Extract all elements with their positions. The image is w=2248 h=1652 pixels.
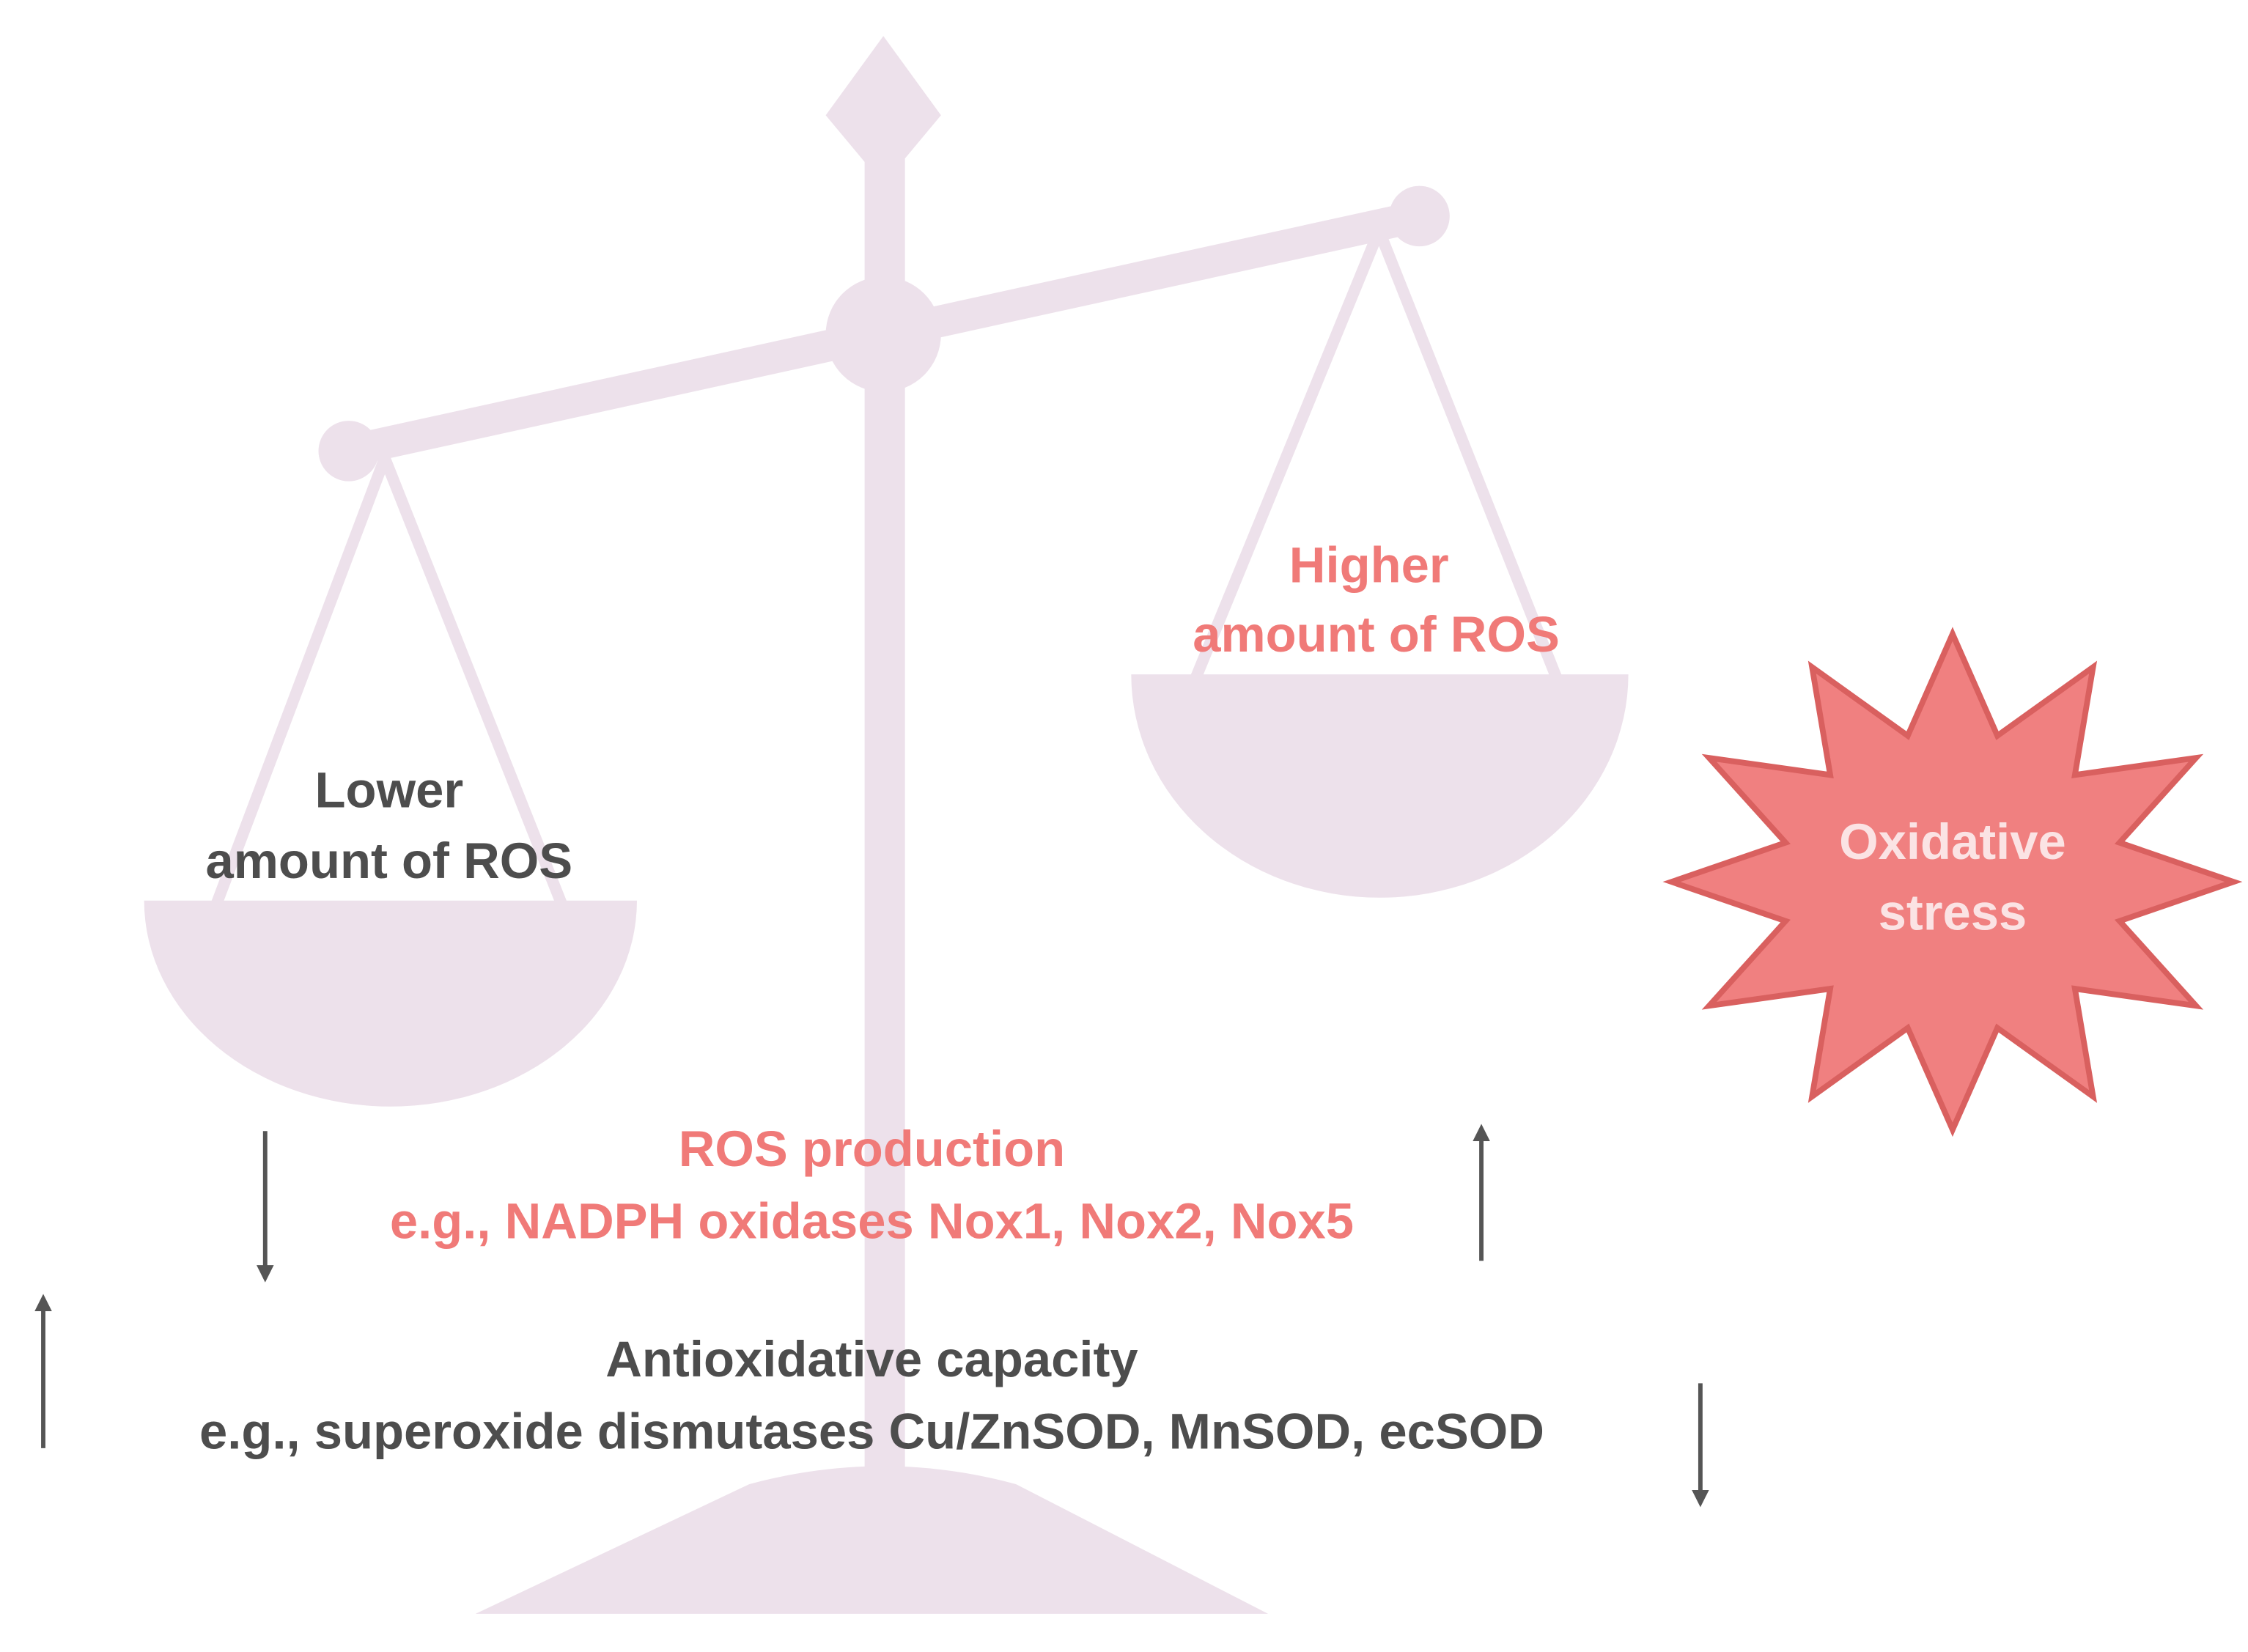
- scale: [144, 36, 1629, 1614]
- right-pan-label: Higher: [1289, 537, 1449, 594]
- left-pan: [144, 900, 637, 1107]
- burst-label: Oxidative: [1839, 814, 2066, 870]
- left-pan-label: Lower: [315, 762, 464, 818]
- right-strings: [1190, 215, 1562, 679]
- antioxidative-example: e.g., superoxide dismutases Cu/ZnSOD, Mn…: [199, 1403, 1544, 1459]
- left-pan-label: amount of ROS: [206, 833, 573, 889]
- left-strings: [210, 442, 568, 907]
- scale-top: [825, 36, 941, 185]
- strings: [210, 215, 1562, 907]
- beam-end: [1389, 185, 1450, 247]
- pivot: [825, 276, 941, 392]
- scale-post: [864, 158, 905, 1571]
- ros-production-example: e.g., NADPH oxidases Nox1, Nox2, Nox5: [390, 1192, 1354, 1249]
- antioxidative-title: Antioxidative capacity: [605, 1331, 1138, 1387]
- right-pan-label: amount of ROS: [1193, 606, 1560, 663]
- right-pan: [1131, 674, 1629, 898]
- beam-end: [318, 421, 380, 482]
- burst-star: [1662, 627, 2243, 1137]
- arrows: [34, 1124, 1709, 1508]
- burst-label: stress: [1879, 885, 2027, 941]
- scale-base: [475, 1466, 1269, 1614]
- ros-production-title: ROS production: [679, 1121, 1065, 1177]
